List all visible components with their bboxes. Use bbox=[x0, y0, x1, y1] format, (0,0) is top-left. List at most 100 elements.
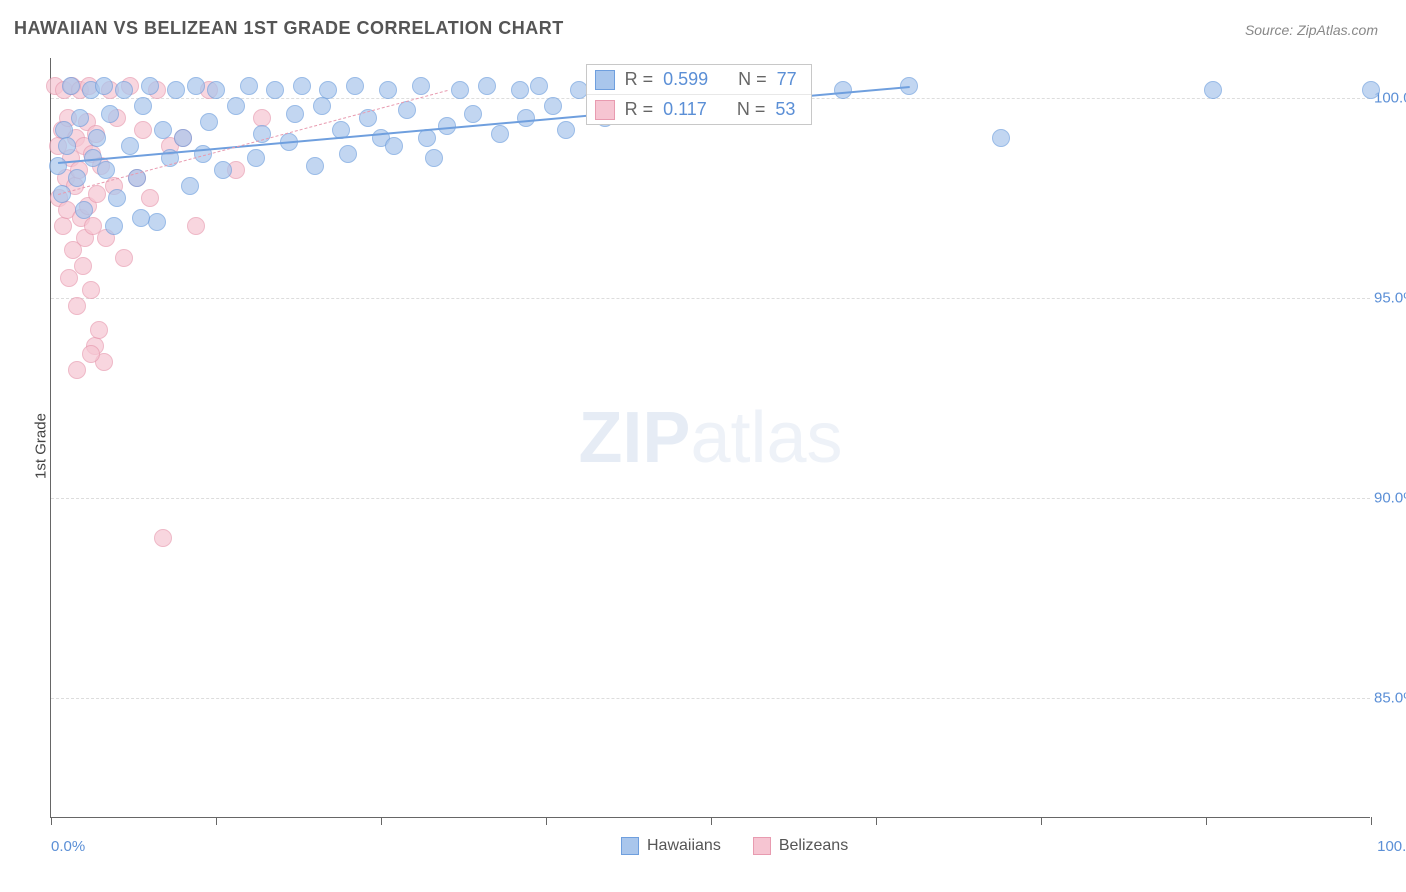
scatter-point-hawaiians bbox=[95, 77, 113, 95]
scatter-point-hawaiians bbox=[108, 189, 126, 207]
scatter-point-hawaiians bbox=[511, 81, 529, 99]
scatter-point-hawaiians bbox=[200, 113, 218, 131]
y-tick-label: 85.0% bbox=[1374, 690, 1406, 707]
scatter-point-hawaiians bbox=[346, 77, 364, 95]
scatter-point-hawaiians bbox=[174, 129, 192, 147]
legend-stats-row-belizeans: R = 0.117 N = 53 bbox=[587, 94, 811, 124]
x-tick bbox=[1371, 817, 1372, 825]
scatter-point-belizeans bbox=[154, 529, 172, 547]
scatter-point-hawaiians bbox=[71, 109, 89, 127]
scatter-point-hawaiians bbox=[247, 149, 265, 167]
scatter-point-hawaiians bbox=[451, 81, 469, 99]
scatter-point-hawaiians bbox=[88, 129, 106, 147]
x-axis-min-label: 0.0% bbox=[51, 838, 85, 855]
scatter-point-belizeans bbox=[141, 189, 159, 207]
legend-swatch-icon bbox=[621, 837, 639, 855]
scatter-point-hawaiians bbox=[478, 77, 496, 95]
source-attribution: Source: ZipAtlas.com bbox=[1245, 22, 1378, 38]
scatter-point-hawaiians bbox=[379, 81, 397, 99]
legend-label: Hawaiians bbox=[647, 837, 721, 855]
x-tick bbox=[546, 817, 547, 825]
scatter-point-hawaiians bbox=[517, 109, 535, 127]
r-prefix: R = bbox=[625, 69, 654, 90]
scatter-point-hawaiians bbox=[115, 81, 133, 99]
scatter-point-hawaiians bbox=[227, 97, 245, 115]
scatter-point-hawaiians bbox=[1362, 81, 1380, 99]
scatter-point-hawaiians bbox=[97, 161, 115, 179]
legend-stats-row-hawaiians: R = 0.599 N = 77 bbox=[587, 65, 811, 94]
legend-stats-box: R = 0.599 N = 77 R = 0.117 N = 53 bbox=[586, 64, 812, 125]
x-tick bbox=[216, 817, 217, 825]
scatter-point-hawaiians bbox=[306, 157, 324, 175]
r-value: 0.117 bbox=[663, 99, 707, 120]
x-tick bbox=[1041, 817, 1042, 825]
gridline-horizontal bbox=[51, 698, 1370, 699]
n-value: 77 bbox=[777, 69, 797, 90]
scatter-point-hawaiians bbox=[207, 81, 225, 99]
scatter-point-hawaiians bbox=[544, 97, 562, 115]
scatter-point-hawaiians bbox=[214, 161, 232, 179]
scatter-point-belizeans bbox=[187, 217, 205, 235]
scatter-plot-area: ZIPatlas 85.0%90.0%95.0%100.0%0.0%100.0%… bbox=[50, 58, 1370, 818]
scatter-point-hawaiians bbox=[121, 137, 139, 155]
scatter-point-hawaiians bbox=[491, 125, 509, 143]
scatter-point-hawaiians bbox=[293, 77, 311, 95]
r-value: 0.599 bbox=[663, 69, 708, 90]
scatter-point-hawaiians bbox=[286, 105, 304, 123]
scatter-point-belizeans bbox=[90, 321, 108, 339]
scatter-point-belizeans bbox=[115, 249, 133, 267]
legend-item-hawaiians: Hawaiians bbox=[621, 837, 721, 855]
n-value: 53 bbox=[775, 99, 795, 120]
scatter-point-belizeans bbox=[68, 297, 86, 315]
scatter-point-hawaiians bbox=[58, 137, 76, 155]
legend-label: Belizeans bbox=[779, 837, 848, 855]
gridline-horizontal bbox=[51, 498, 1370, 499]
x-tick bbox=[51, 817, 52, 825]
scatter-point-hawaiians bbox=[385, 137, 403, 155]
legend-swatch-icon bbox=[753, 837, 771, 855]
scatter-point-belizeans bbox=[134, 121, 152, 139]
scatter-point-hawaiians bbox=[425, 149, 443, 167]
y-axis-label: 1st Grade bbox=[32, 413, 49, 479]
scatter-point-hawaiians bbox=[266, 81, 284, 99]
scatter-point-hawaiians bbox=[418, 129, 436, 147]
scatter-point-hawaiians bbox=[398, 101, 416, 119]
scatter-point-hawaiians bbox=[101, 105, 119, 123]
scatter-point-hawaiians bbox=[148, 213, 166, 231]
gridline-horizontal bbox=[51, 298, 1370, 299]
scatter-point-hawaiians bbox=[319, 81, 337, 99]
legend-swatch-hawaiians bbox=[595, 70, 615, 90]
y-tick-label: 90.0% bbox=[1374, 490, 1406, 507]
n-prefix: N = bbox=[737, 99, 766, 120]
x-tick bbox=[1206, 817, 1207, 825]
x-tick bbox=[381, 817, 382, 825]
scatter-point-hawaiians bbox=[49, 157, 67, 175]
scatter-point-belizeans bbox=[82, 345, 100, 363]
n-prefix: N = bbox=[738, 69, 767, 90]
scatter-point-hawaiians bbox=[187, 77, 205, 95]
scatter-point-hawaiians bbox=[834, 81, 852, 99]
scatter-point-hawaiians bbox=[105, 217, 123, 235]
scatter-point-belizeans bbox=[82, 281, 100, 299]
scatter-point-hawaiians bbox=[240, 77, 258, 95]
scatter-point-hawaiians bbox=[530, 77, 548, 95]
scatter-point-hawaiians bbox=[1204, 81, 1222, 99]
scatter-point-hawaiians bbox=[992, 129, 1010, 147]
scatter-point-hawaiians bbox=[134, 97, 152, 115]
scatter-point-hawaiians bbox=[62, 77, 80, 95]
scatter-point-hawaiians bbox=[167, 81, 185, 99]
chart-title: HAWAIIAN VS BELIZEAN 1ST GRADE CORRELATI… bbox=[14, 18, 564, 39]
scatter-point-hawaiians bbox=[154, 121, 172, 139]
scatter-point-hawaiians bbox=[75, 201, 93, 219]
watermark: ZIPatlas bbox=[578, 397, 842, 479]
scatter-point-hawaiians bbox=[412, 77, 430, 95]
scatter-point-belizeans bbox=[54, 217, 72, 235]
y-tick-label: 95.0% bbox=[1374, 290, 1406, 307]
scatter-point-hawaiians bbox=[68, 169, 86, 187]
x-tick bbox=[711, 817, 712, 825]
scatter-point-belizeans bbox=[68, 361, 86, 379]
scatter-point-belizeans bbox=[88, 185, 106, 203]
scatter-point-hawaiians bbox=[339, 145, 357, 163]
r-prefix: R = bbox=[625, 99, 654, 120]
scatter-point-hawaiians bbox=[181, 177, 199, 195]
